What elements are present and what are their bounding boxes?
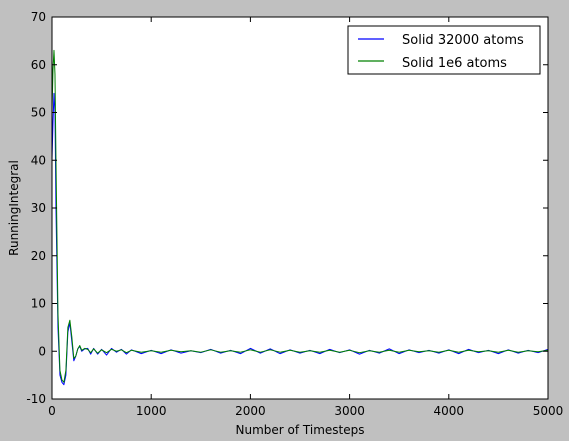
legend-label-series-1: Solid 32000 atoms xyxy=(402,33,524,48)
legend: Solid 32000 atoms Solid 1e6 atoms xyxy=(347,25,541,75)
series-line-2 xyxy=(51,49,549,383)
x-tick-label: 5000 xyxy=(533,404,564,418)
x-axis-label: Number of Timesteps xyxy=(236,423,365,437)
y-axis-ticks: -10 0 10 20 30 40 50 60 70 xyxy=(26,10,548,406)
x-tick-label: 1000 xyxy=(136,404,167,418)
legend-box xyxy=(347,25,541,75)
y-tick-label: -10 xyxy=(26,392,46,406)
y-tick-label: 70 xyxy=(31,10,46,24)
series-layer xyxy=(51,49,549,386)
plot-background xyxy=(52,17,548,399)
legend-label-series-2: Solid 1e6 atoms xyxy=(402,56,507,71)
x-tick-label: 4000 xyxy=(434,404,465,418)
y-tick-label: 10 xyxy=(31,297,46,311)
y-tick-label: 30 xyxy=(31,201,46,215)
y-tick-label: 60 xyxy=(31,58,46,72)
x-tick-label: 3000 xyxy=(334,404,365,418)
y-tick-label: 50 xyxy=(31,106,46,120)
y-tick-label: 40 xyxy=(31,153,46,167)
plot-frame xyxy=(51,16,549,400)
y-tick-label: 0 xyxy=(38,344,46,358)
x-tick-label: 0 xyxy=(48,404,56,418)
y-tick-label: 20 xyxy=(31,249,46,263)
y-axis-label: RunningIntegral xyxy=(7,160,21,256)
x-tick-label: 2000 xyxy=(235,404,266,418)
